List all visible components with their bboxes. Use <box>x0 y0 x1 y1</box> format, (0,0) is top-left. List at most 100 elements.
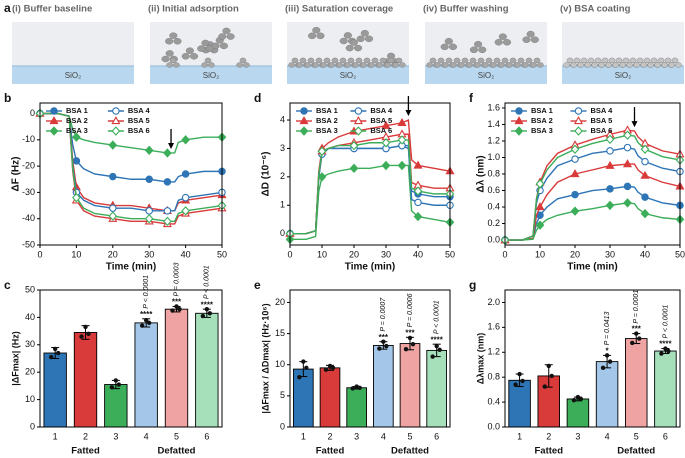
data-point <box>607 359 613 364</box>
x-tick-label: 30 <box>605 249 615 259</box>
marker <box>570 206 580 216</box>
marker <box>299 126 309 136</box>
arrow-head <box>168 142 175 149</box>
marker <box>49 116 59 125</box>
protein <box>453 57 461 64</box>
protein <box>494 39 503 46</box>
legend-label: BSA 6 <box>591 126 613 135</box>
protein <box>347 57 355 64</box>
data-point <box>549 373 554 379</box>
protein <box>522 36 531 43</box>
protein <box>395 57 403 64</box>
protein <box>478 46 487 54</box>
protein <box>379 57 387 64</box>
data-point <box>637 336 642 341</box>
protein <box>608 57 616 64</box>
bar <box>73 332 98 428</box>
y-tick-label: 0 <box>30 421 35 431</box>
marker <box>535 179 545 189</box>
protein <box>636 57 644 64</box>
substrate <box>12 66 134 84</box>
marker <box>623 130 632 140</box>
bar <box>43 352 67 428</box>
x-tick-label: 0 <box>287 249 292 259</box>
data-point <box>52 346 58 352</box>
data-point <box>542 384 547 389</box>
protein <box>299 57 307 64</box>
significance-stars: *** <box>172 298 182 307</box>
protein <box>323 57 331 64</box>
x-tick-label: 3 <box>575 431 580 441</box>
legend-label: BSA 6 <box>128 126 150 135</box>
protein <box>594 57 602 64</box>
protein <box>399 62 406 68</box>
group-label: Defatted <box>157 446 195 457</box>
protein <box>392 62 399 68</box>
protein <box>344 62 351 68</box>
protein <box>356 35 365 43</box>
plot-frame <box>289 102 451 246</box>
data-point <box>430 354 435 359</box>
data-point <box>354 384 359 389</box>
protein <box>189 53 199 60</box>
legend-label: BSA 3 <box>531 126 553 135</box>
marker <box>605 160 615 169</box>
protein <box>664 57 672 64</box>
plot-frame <box>504 289 681 428</box>
series-line <box>290 144 450 235</box>
marker <box>163 178 172 186</box>
y-tick-label: 20 <box>275 297 285 307</box>
marker <box>109 204 117 212</box>
substrate-label: SiO₂ <box>615 71 631 80</box>
protein <box>226 33 235 40</box>
x-tick-label: 4 <box>144 431 149 441</box>
marker <box>413 160 423 169</box>
y-tick-label: -50 <box>22 239 35 249</box>
protein <box>173 37 182 45</box>
bar <box>346 387 367 428</box>
data-point <box>517 371 522 377</box>
y-tick-label: 0.8 <box>487 372 500 382</box>
protein <box>211 42 220 50</box>
y-tick-label: 2.0 <box>487 297 500 307</box>
data-point <box>109 385 115 390</box>
marker <box>349 163 359 174</box>
protein <box>530 62 537 68</box>
bar <box>625 338 648 428</box>
marker <box>641 157 649 166</box>
protein <box>493 57 501 64</box>
protein <box>363 57 371 64</box>
protein <box>654 62 661 68</box>
p-value: P = 0.0413 <box>604 311 611 345</box>
protein <box>307 57 315 64</box>
data-point <box>663 346 668 351</box>
significance-stars: * <box>606 346 610 355</box>
data-point <box>546 363 551 369</box>
x-tick-label: 30 <box>144 249 154 259</box>
significance-stars: *** <box>379 333 389 342</box>
plot-frame <box>39 289 223 428</box>
series-line <box>40 112 223 223</box>
marker <box>354 107 363 115</box>
protein <box>312 62 319 68</box>
protein <box>345 44 354 52</box>
marker <box>381 120 391 129</box>
panel-letter: g <box>469 278 476 292</box>
arrow-head <box>405 110 412 117</box>
substrate-label: SiO₂ <box>478 71 494 80</box>
data-point <box>377 346 382 351</box>
panel-letter: f <box>469 91 474 105</box>
x-axis-label: Time (min) <box>567 262 617 273</box>
legend-label: BSA 5 <box>370 116 392 125</box>
y-tick-label: -20 <box>22 160 35 170</box>
significance-stars: **** <box>201 300 214 309</box>
protein <box>612 62 619 68</box>
x-tick-label: 6 <box>434 431 439 441</box>
protein <box>533 57 541 64</box>
marker <box>353 116 363 125</box>
y-tick-label: 15 <box>275 328 285 338</box>
protein <box>208 62 215 68</box>
x-tick-label: 2 <box>546 431 551 441</box>
protein <box>376 62 383 68</box>
protein <box>622 57 630 64</box>
